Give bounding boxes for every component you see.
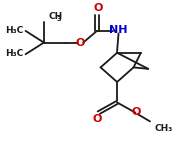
Text: CH₃: CH₃ [155,124,173,133]
Text: O: O [93,114,102,124]
Text: CH: CH [49,12,63,21]
Text: H₃C: H₃C [5,26,24,35]
Text: NH: NH [109,25,127,35]
Text: 3: 3 [56,16,61,22]
Text: O: O [93,3,102,13]
Text: H₃C: H₃C [5,49,24,58]
Text: O: O [76,38,85,48]
Text: O: O [131,107,141,117]
